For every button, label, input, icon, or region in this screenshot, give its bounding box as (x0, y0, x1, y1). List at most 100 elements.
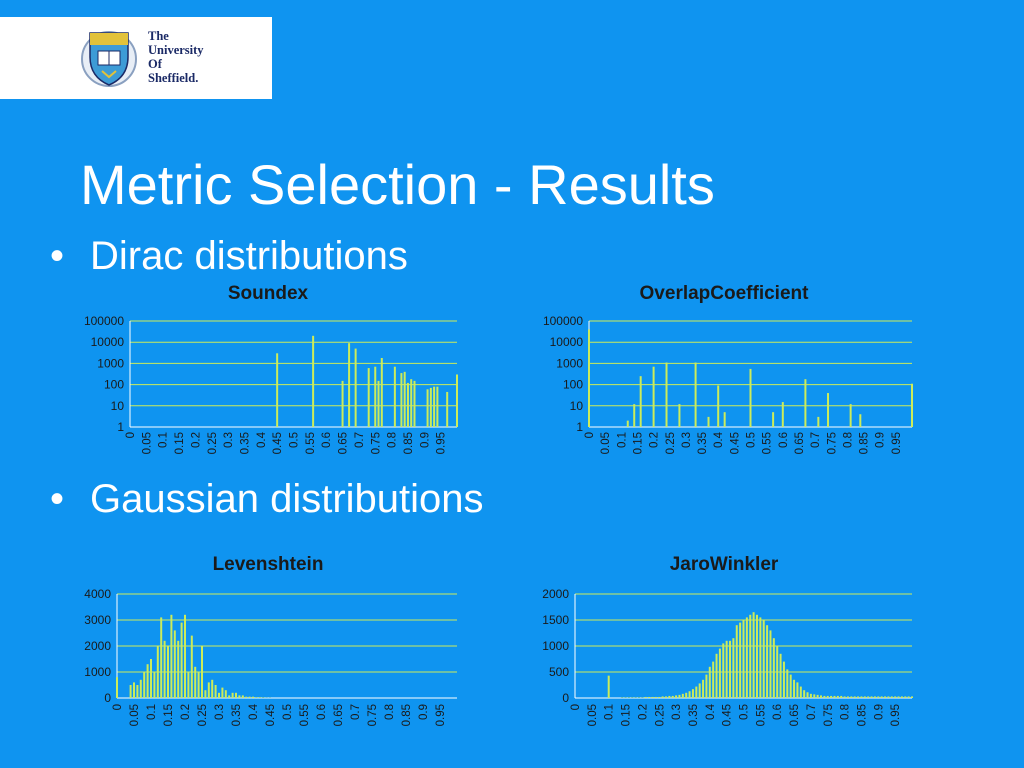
bar (735, 625, 738, 698)
bar (782, 661, 785, 698)
bar (900, 696, 903, 698)
bar (772, 412, 775, 427)
bar (789, 674, 792, 698)
x-tick-label: 0.2 (649, 432, 661, 448)
bar (374, 366, 377, 427)
x-tick-label: 0.75 (826, 432, 838, 454)
bar (231, 692, 234, 698)
bar (446, 391, 449, 427)
bar (826, 695, 829, 698)
bar (413, 380, 416, 427)
bar (859, 414, 862, 427)
bar (221, 687, 224, 698)
bar (890, 696, 893, 698)
bullet-text: Gaussian distributions (90, 477, 484, 521)
bar (745, 617, 748, 698)
bar (840, 695, 843, 698)
y-tick-label: 100 (104, 378, 124, 392)
bar (190, 635, 193, 698)
bar (809, 693, 812, 698)
bar (377, 380, 380, 427)
x-tick-label: 0.95 (436, 432, 448, 454)
bar (658, 696, 661, 698)
x-tick-label: 0.45 (729, 432, 741, 454)
bar (354, 348, 357, 427)
bar (248, 696, 251, 698)
bar (846, 696, 849, 698)
bar (705, 674, 708, 698)
y-tick-label: 10000 (550, 335, 584, 349)
y-tick-label: 0 (104, 691, 111, 705)
bar (749, 614, 752, 698)
bar (820, 695, 823, 698)
chart-title: Soundex (228, 283, 309, 304)
x-tick-label: 0.5 (282, 704, 294, 720)
y-tick-label: 1 (117, 420, 124, 434)
bar (827, 393, 830, 427)
bar (133, 682, 135, 698)
x-tick-label: 0.95 (891, 432, 903, 454)
x-tick-label: 0.65 (789, 704, 801, 726)
bar (146, 664, 149, 698)
y-tick-label: 2000 (84, 639, 111, 653)
bar (116, 677, 118, 698)
bar (204, 690, 207, 698)
bar (621, 697, 624, 698)
bar (588, 329, 590, 427)
bar (867, 696, 870, 698)
university-shield-icon (81, 31, 137, 87)
bar (804, 379, 807, 427)
x-tick-label: 0.85 (859, 432, 871, 454)
bar (786, 669, 789, 698)
chart-title: OverlapCoefficient (640, 283, 810, 304)
y-tick-label: 4000 (84, 587, 111, 601)
bar (400, 373, 403, 427)
bar (150, 659, 152, 698)
bar (799, 686, 802, 698)
x-tick-label: 0.85 (403, 432, 415, 454)
y-tick-label: 1000 (556, 356, 583, 370)
y-tick-label: 1000 (97, 356, 124, 370)
bar (262, 697, 265, 698)
bar (139, 679, 142, 698)
bar (897, 696, 900, 698)
x-tick-label: 0.35 (231, 704, 243, 726)
bar (857, 696, 860, 698)
bar (806, 692, 809, 698)
bar (156, 646, 159, 698)
bar (833, 695, 836, 698)
logo-line: Sheffield. (148, 71, 199, 85)
bar (173, 630, 176, 698)
x-tick-label: 0 (112, 704, 124, 710)
x-tick-label: 0.6 (321, 432, 333, 448)
bar (873, 696, 876, 698)
bar (759, 617, 762, 698)
chart-title: JaroWinkler (670, 554, 779, 575)
bar (813, 694, 816, 698)
x-tick-label: 0.45 (265, 704, 277, 726)
bar (241, 695, 244, 698)
bar (641, 697, 644, 698)
bar (633, 404, 636, 427)
bar (143, 672, 146, 698)
y-tick-label: 100 (563, 378, 583, 392)
bar (160, 617, 163, 698)
bar (245, 696, 248, 698)
bar (163, 640, 166, 698)
x-tick-label: 0.6 (772, 704, 784, 720)
bar (681, 693, 684, 698)
bar (718, 648, 721, 698)
y-tick-label: 2000 (542, 587, 569, 601)
x-tick-label: 0.75 (370, 432, 382, 454)
bar (626, 420, 629, 427)
bar (752, 612, 755, 698)
bar (678, 404, 681, 427)
x-tick-label: 0.05 (129, 704, 141, 726)
bar (654, 696, 657, 698)
x-tick-label: 0.45 (722, 704, 734, 726)
x-tick-label: 0.2 (190, 432, 202, 448)
bar (725, 640, 728, 698)
bar (887, 696, 890, 698)
x-tick-label: 0.85 (401, 704, 413, 726)
